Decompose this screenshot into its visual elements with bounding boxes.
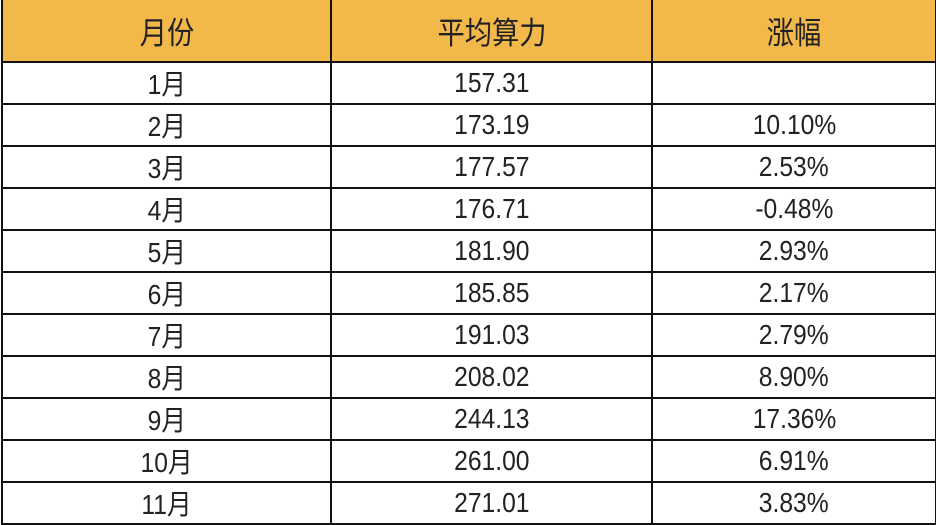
cell-month-text: 4月 <box>147 195 186 226</box>
cell-avg-hashrate-text: 191.03 <box>453 319 530 350</box>
cell-month: 11月 <box>1 481 332 525</box>
header-change: 涨幅 <box>651 0 936 63</box>
header-avg-hashrate-label: 平均算力 <box>436 16 547 51</box>
cell-avg-hashrate: 261.00 <box>330 439 653 483</box>
cell-month-text: 11月 <box>141 489 192 520</box>
cell-avg-hashrate-text: 208.02 <box>453 361 530 392</box>
cell-avg-hashrate: 271.01 <box>330 481 653 525</box>
cell-avg-hashrate-text: 181.90 <box>453 235 530 266</box>
cell-avg-hashrate: 181.90 <box>330 229 653 273</box>
cell-change: 6.91% <box>651 439 936 483</box>
cell-change: 2.17% <box>651 271 936 315</box>
table-row: 4月 176.71 -0.48% <box>1 187 936 231</box>
cell-month: 3月 <box>1 145 332 189</box>
cell-change: 17.36% <box>651 397 936 441</box>
cell-month-text: 3月 <box>147 153 186 184</box>
table-row: 1月 157.31 <box>1 61 936 105</box>
cell-change-text: 8.90% <box>759 361 829 392</box>
cell-change-text: -0.48% <box>754 193 834 224</box>
cell-change: 2.79% <box>651 313 936 357</box>
cell-month: 5月 <box>1 229 332 273</box>
cell-avg-hashrate: 208.02 <box>330 355 653 399</box>
cell-avg-hashrate: 191.03 <box>330 313 653 357</box>
cell-avg-hashrate-text: 244.13 <box>453 403 530 434</box>
cell-month-text: 2月 <box>147 111 186 142</box>
table-row: 10月 261.00 6.91% <box>1 439 936 483</box>
header-month: 月份 <box>1 0 332 63</box>
cell-avg-hashrate-text: 177.57 <box>453 151 530 182</box>
cell-avg-hashrate-text: 173.19 <box>453 109 530 140</box>
cell-month-text: 7月 <box>147 321 186 352</box>
table-row: 2月 173.19 10.10% <box>1 103 936 147</box>
cell-avg-hashrate-text: 157.31 <box>453 67 530 98</box>
cell-change: 10.10% <box>651 103 936 147</box>
cell-month: 6月 <box>1 271 332 315</box>
cell-avg-hashrate-text: 271.01 <box>453 487 530 518</box>
cell-change <box>651 61 936 105</box>
header-month-label: 月份 <box>139 16 194 51</box>
cell-change-text: 17.36% <box>752 403 836 434</box>
table-row: 9月 244.13 17.36% <box>1 397 936 441</box>
cell-change-text: 2.79% <box>759 319 829 350</box>
cell-month: 9月 <box>1 397 332 441</box>
cell-month: 7月 <box>1 313 332 357</box>
cell-change: 3.83% <box>651 481 936 525</box>
cell-month: 1月 <box>1 61 332 105</box>
cell-change-text: 3.83% <box>759 487 829 518</box>
cell-avg-hashrate: 185.85 <box>330 271 653 315</box>
header-change-label: 涨幅 <box>766 16 822 51</box>
cell-avg-hashrate: 176.71 <box>330 187 653 231</box>
cell-avg-hashrate-text: 185.85 <box>453 277 530 308</box>
cell-avg-hashrate-text: 176.71 <box>453 193 530 224</box>
cell-avg-hashrate: 157.31 <box>330 61 653 105</box>
table-row: 11月 271.01 3.83% <box>1 481 936 525</box>
table-row: 8月 208.02 8.90% <box>1 355 936 399</box>
cell-change-text: 10.10% <box>752 109 836 140</box>
cell-change: 2.93% <box>651 229 936 273</box>
cell-change: 2.53% <box>651 145 936 189</box>
cell-avg-hashrate: 244.13 <box>330 397 653 441</box>
cell-change-text: 2.93% <box>759 235 829 266</box>
cell-month-text: 8月 <box>147 363 186 394</box>
cell-month-text: 5月 <box>147 237 186 268</box>
cell-month: 10月 <box>1 439 332 483</box>
cell-month-text: 1月 <box>147 69 186 100</box>
table-row: 7月 191.03 2.79% <box>1 313 936 357</box>
cell-change-text: 2.17% <box>759 277 829 308</box>
cell-month: 4月 <box>1 187 332 231</box>
cell-month: 2月 <box>1 103 332 147</box>
cell-month-text: 6月 <box>147 279 186 310</box>
header-avg-hashrate: 平均算力 <box>330 0 653 63</box>
cell-change-text: 2.53% <box>759 151 829 182</box>
table-row: 6月 185.85 2.17% <box>1 271 936 315</box>
table-row: 5月 181.90 2.93% <box>1 229 936 273</box>
header-row: 月份 平均算力 涨幅 <box>1 0 936 63</box>
cell-month: 8月 <box>1 355 332 399</box>
cell-change: -0.48% <box>651 187 936 231</box>
cell-avg-hashrate: 173.19 <box>330 103 653 147</box>
table-row: 3月 177.57 2.53% <box>1 145 936 189</box>
cell-avg-hashrate-text: 261.00 <box>453 445 530 476</box>
cell-change: 8.90% <box>651 355 936 399</box>
cell-change-text: 6.91% <box>759 445 829 476</box>
cell-avg-hashrate: 177.57 <box>330 145 653 189</box>
cell-month-text: 9月 <box>147 405 186 436</box>
cell-month-text: 10月 <box>140 447 193 478</box>
